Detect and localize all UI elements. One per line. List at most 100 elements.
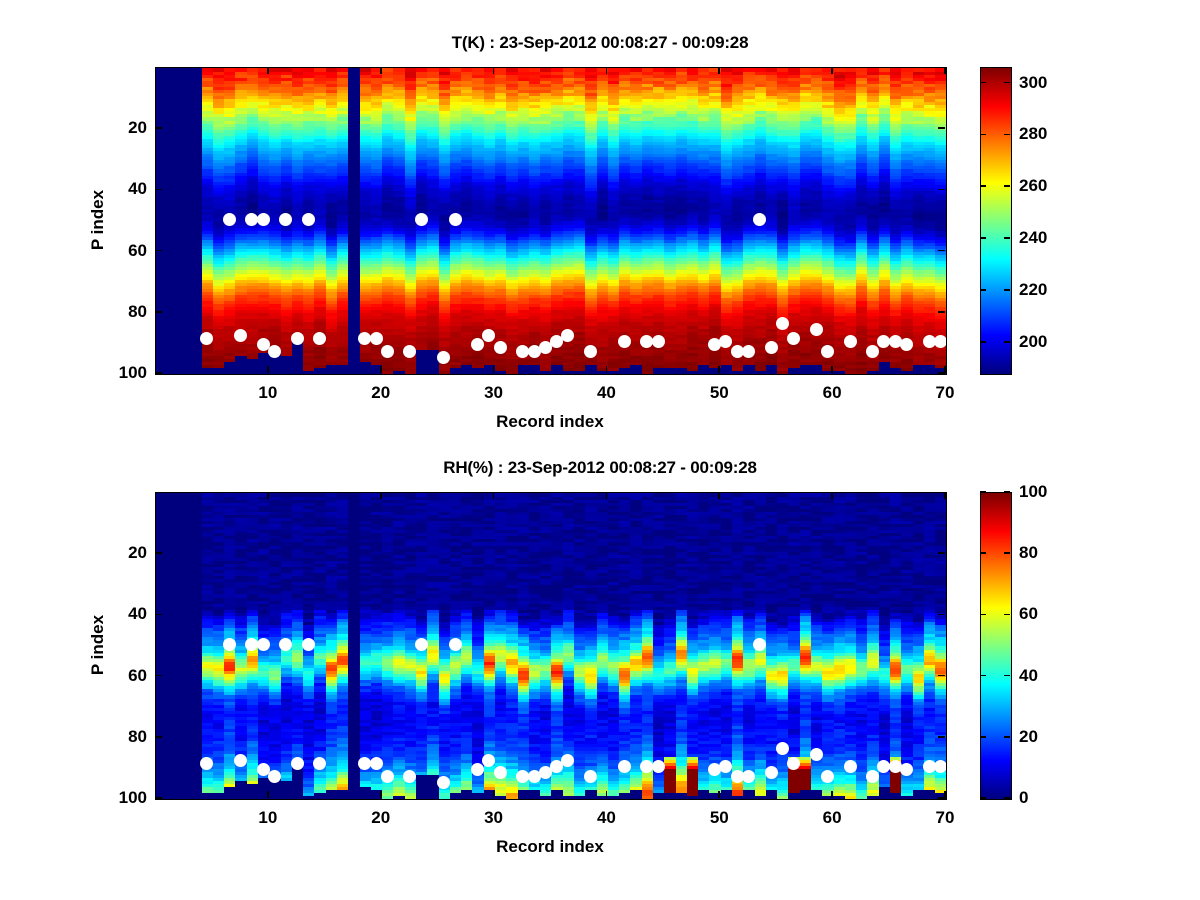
yaxis-tick: [155, 127, 162, 129]
colorbar-gradient-relative-humidity: [981, 493, 1011, 799]
xaxis-tick-label: 50: [709, 383, 729, 402]
xaxis-tick-label: 70: [935, 383, 955, 402]
xaxis-tick-label: 40: [596, 383, 616, 402]
yaxis-tick: [155, 249, 162, 252]
yaxis-tick-label: 40: [128, 179, 147, 199]
colorbar-gradient-temperature: [981, 68, 1011, 374]
yaxis-tick-label: 80: [128, 726, 147, 746]
colorbar-tick-label: 60: [1019, 604, 1038, 624]
yaxis-tick: [155, 797, 162, 799]
xaxis-tick-label: 70: [935, 808, 955, 827]
colorbar-tick: [1004, 81, 1010, 84]
xaxis-tick-label: 40: [596, 808, 616, 827]
colorbar-tick: [980, 133, 986, 136]
xaxis-tick-label: 30: [484, 808, 504, 827]
xaxis-tick: [944, 791, 946, 798]
xaxis-tick: [718, 67, 721, 74]
colorbar-tick: [980, 736, 986, 738]
xaxis-tick: [492, 791, 495, 798]
xaxis-tick: [267, 791, 269, 798]
yaxis-tick: [155, 311, 162, 313]
yaxis-tick: [938, 127, 945, 129]
xaxis-tick-label: 20: [371, 808, 391, 827]
yaxis-tick: [938, 311, 945, 313]
yaxis-tick-label: 20: [128, 118, 147, 138]
colorbar-tick-label: 300: [1019, 72, 1048, 92]
yaxis-tick: [938, 372, 945, 374]
colorbar-tick-label: 40: [1019, 665, 1038, 685]
colorbar-tick-label: 20: [1019, 726, 1038, 746]
colorbar-tick: [1004, 185, 1010, 188]
xaxis-tick-label: 50: [709, 808, 729, 827]
xaxis-tick: [379, 366, 382, 373]
yaxis-tick: [938, 674, 945, 677]
xaxis-tick: [944, 67, 946, 74]
yaxis-tick: [938, 736, 945, 738]
yaxis-tick: [938, 188, 945, 191]
yaxis-tick-label: 100: [118, 363, 147, 382]
colorbar-tick-label: 220: [1019, 280, 1048, 300]
xaxis-tick: [605, 67, 608, 74]
xaxis-tick: [831, 366, 833, 373]
xaxis-tick: [267, 366, 269, 373]
xaxis-tick: [605, 366, 608, 373]
colorbar-tick: [1004, 491, 1010, 493]
xaxis-tick-label: 20: [371, 383, 391, 402]
xaxis-tick: [267, 492, 269, 499]
yaxis-tick-label: 100: [118, 788, 147, 807]
xaxis-tick: [944, 492, 946, 499]
colorbar-tick: [980, 185, 986, 188]
yaxis-tick: [155, 552, 162, 554]
colorbar-tick: [1004, 552, 1010, 554]
yaxis-tick: [155, 736, 162, 738]
xaxis-tick-label: 30: [484, 383, 504, 402]
xaxis-tick: [831, 791, 833, 798]
xaxis-tick: [492, 67, 495, 74]
xaxis-tick: [379, 67, 382, 74]
panel-temperature: T(K) : 23-Sep-2012 00:08:27 - 00:09:28 1…: [88, 33, 1048, 431]
colorbar-tick: [1004, 797, 1010, 799]
panel-relative-humidity: RH(%) : 23-Sep-2012 00:08:27 - 00:09:28 …: [0, 450, 1200, 900]
colorbar-tick: [980, 341, 986, 343]
colorbar-tick-label: 200: [1019, 331, 1048, 351]
heatmap-axes-relative-humidity[interactable]: [155, 492, 947, 800]
xaxis-tick-label: 60: [822, 383, 842, 402]
xaxis-label-relative-humidity: Record index: [496, 837, 604, 856]
colorbar-temperature[interactable]: [980, 67, 1012, 375]
xaxis-tick-label: 60: [822, 808, 842, 827]
yaxis-tick: [155, 188, 162, 191]
colorbar-relative-humidity[interactable]: [980, 492, 1012, 800]
colorbar-tick: [1004, 674, 1010, 677]
xaxis-tick: [492, 492, 495, 499]
xaxis-tick: [267, 67, 269, 74]
heatmap-axes-temperature[interactable]: [155, 67, 947, 375]
xaxis-tick: [492, 366, 495, 373]
yaxis-tick: [938, 249, 945, 252]
colorbar-tick: [980, 797, 986, 799]
colorbar-tick: [1004, 613, 1010, 616]
colorbar-tick-label: 100: [1019, 482, 1048, 501]
colorbar-tick: [980, 552, 986, 554]
xaxis-tick-label: 10: [258, 383, 278, 402]
yaxis-tick: [938, 552, 945, 554]
panel-title-temperature: T(K) : 23-Sep-2012 00:08:27 - 00:09:28: [451, 33, 749, 52]
xaxis-tick-label: 10: [258, 808, 278, 827]
yaxis-tick-label: 60: [128, 240, 147, 260]
yaxis-tick: [155, 372, 162, 374]
xaxis-tick: [379, 791, 382, 798]
panel-title-relative-humidity: RH(%) : 23-Sep-2012 00:08:27 - 00:09:28: [443, 458, 757, 477]
yaxis-tick: [938, 797, 945, 799]
colorbar-tick-label: 260: [1019, 176, 1048, 196]
xaxis-tick: [831, 492, 833, 499]
yaxis-tick: [938, 613, 945, 616]
xaxis-tick: [379, 492, 382, 499]
colorbar-tick: [1004, 133, 1010, 136]
xaxis-tick: [718, 492, 721, 499]
yaxis-label-relative-humidity: P index: [88, 614, 107, 676]
colorbar-tick: [1004, 341, 1010, 343]
colorbar-tick: [980, 289, 986, 291]
yaxis-label-temperature: P index: [88, 189, 107, 251]
yaxis-tick-label: 40: [128, 604, 147, 624]
colorbar-tick: [980, 81, 986, 84]
